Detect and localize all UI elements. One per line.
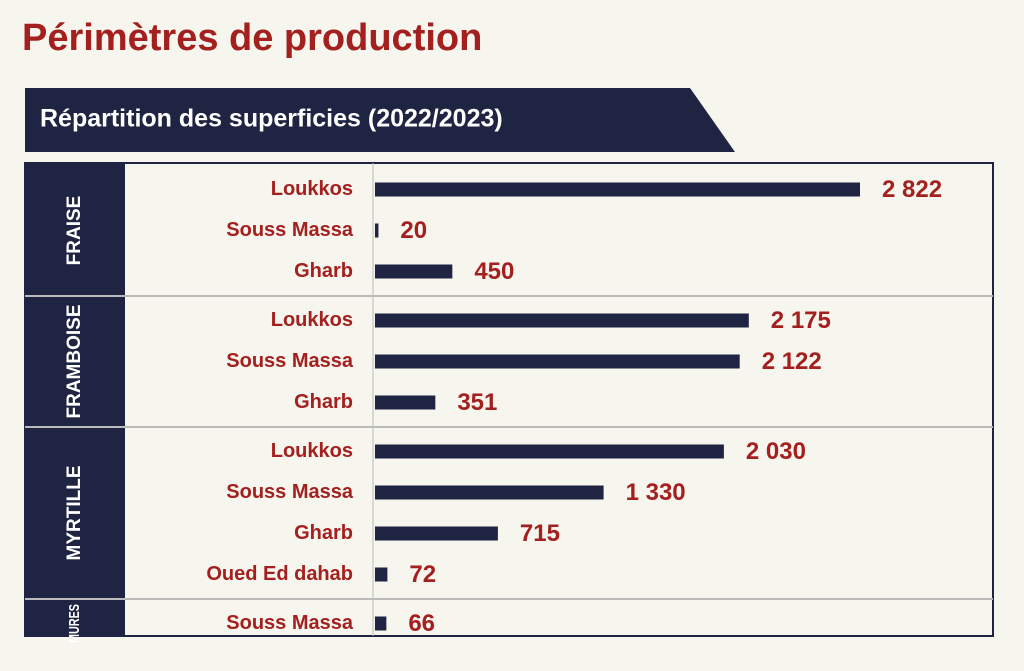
value-label: 450 (474, 258, 514, 285)
bar (375, 485, 604, 500)
value-label: 66 (408, 610, 435, 637)
value-label: 715 (520, 520, 560, 547)
bar (375, 444, 724, 459)
category-label: Oued Ed dahab (206, 563, 353, 585)
chart-title: Périmètres de production (22, 17, 482, 59)
category-label: Souss Massa (226, 481, 354, 503)
category-label: Souss Massa (226, 350, 354, 372)
value-label: 1 330 (626, 479, 686, 506)
bar (375, 567, 388, 582)
group-label: MYRTILLE (64, 466, 85, 561)
subtitle-banner (25, 88, 735, 152)
category-label: Souss Massa (226, 219, 354, 241)
category-label: Loukkos (271, 440, 353, 462)
bar (375, 313, 749, 328)
category-label: Gharb (294, 391, 353, 413)
bar (375, 223, 379, 238)
bar (375, 395, 436, 410)
group-label: FRAMBOISE (64, 305, 85, 419)
value-label: 2 030 (746, 438, 806, 465)
bar (375, 526, 498, 541)
category-label: Gharb (294, 522, 353, 544)
chart-subtitle: Répartition des superficies (2022/2023) (40, 105, 503, 133)
group-label: FRAISE (64, 196, 85, 266)
value-label: 351 (457, 389, 497, 416)
chart-frame (24, 162, 994, 637)
bar (375, 182, 860, 197)
category-label: Loukkos (271, 309, 353, 331)
bar (375, 264, 453, 279)
bar (375, 354, 740, 369)
group-column (25, 163, 125, 636)
group-label: MURES (66, 604, 83, 643)
value-label: 72 (409, 561, 436, 588)
value-label: 2 822 (882, 176, 942, 203)
bar (375, 616, 387, 631)
value-label: 2 122 (762, 348, 822, 375)
category-label: Gharb (294, 260, 353, 282)
value-label: 2 175 (771, 307, 831, 334)
category-label: Loukkos (271, 178, 353, 200)
value-label: 20 (400, 217, 427, 244)
category-label: Souss Massa (226, 612, 354, 634)
